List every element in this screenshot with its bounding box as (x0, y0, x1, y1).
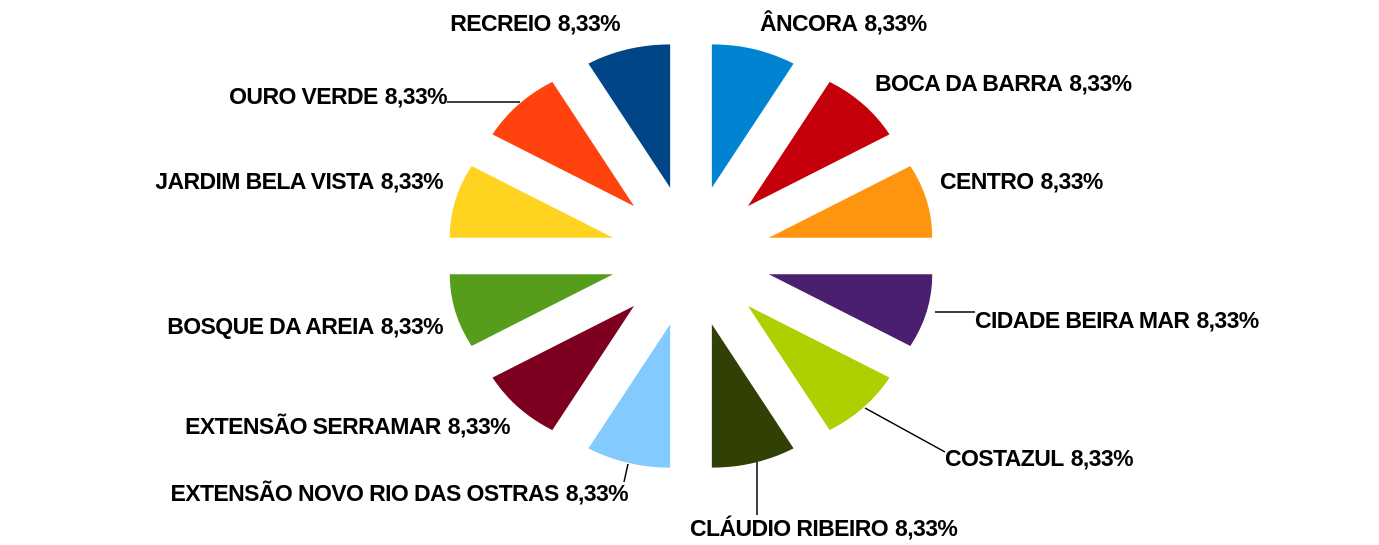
value-label: 8,33% (1041, 168, 1103, 194)
pie-slice (768, 166, 933, 238)
value-label: 8,33% (381, 313, 443, 339)
pie-slice (588, 324, 671, 468)
slice-label: BOSQUE DA AREIA 8,33% (167, 313, 443, 339)
slice-label: COSTAZUL 8,33% (945, 445, 1133, 471)
pie-slice (768, 274, 933, 346)
pie-slice (747, 305, 890, 431)
value-label: 8,33% (385, 83, 447, 109)
category-name: EXTENSÃO NOVO RIO DAS OSTRAS (170, 479, 559, 506)
value-label: 8,33% (381, 168, 443, 194)
category-name: RECREIO (450, 10, 551, 36)
category-name: CLÁUDIO RIBEIRO (690, 514, 888, 541)
leader-line (623, 463, 629, 483)
slice-label: CLÁUDIO RIBEIRO 8,33% (690, 514, 957, 541)
value-label: 8,33% (566, 480, 628, 506)
category-name: COSTAZUL (945, 445, 1064, 471)
category-name: CENTRO (940, 168, 1034, 194)
category-name: EXTENSÃO SERRAMAR (185, 412, 442, 439)
pie-slice (449, 166, 614, 238)
pie-slice (449, 274, 614, 346)
value-label: 8,33% (1069, 70, 1131, 96)
slice-label: EXTENSÃO NOVO RIO DAS OSTRAS 8,33% (170, 479, 628, 506)
pie-slice (492, 305, 635, 431)
slice-label: JARDIM BELA VISTA 8,33% (155, 168, 443, 194)
pie-slice (492, 81, 635, 207)
slice-label: RECREIO 8,33% (450, 10, 620, 36)
category-name: JARDIM BELA VISTA (155, 168, 374, 194)
value-label: 8,33% (1071, 445, 1133, 471)
slice-label: CENTRO 8,33% (940, 168, 1103, 194)
slice-label: BOCA DA BARRA 8,33% (875, 70, 1132, 96)
category-name: BOSQUE DA AREIA (167, 313, 374, 339)
category-name: OURO VERDE (229, 83, 378, 109)
pie-slice (711, 44, 794, 188)
value-label: 8,33% (864, 10, 926, 36)
pie-slice (588, 44, 671, 188)
slice-label: OURO VERDE 8,33% (229, 83, 447, 109)
slice-label: ÂNCORA 8,33% (760, 9, 927, 36)
category-name: BOCA DA BARRA (875, 70, 1062, 96)
category-name: ÂNCORA (760, 9, 857, 36)
value-label: 8,33% (895, 515, 957, 541)
pie-slice (747, 81, 890, 207)
category-name: CIDADE BEIRA MAR (975, 307, 1190, 333)
leader-line (864, 407, 946, 453)
value-label: 8,33% (448, 413, 510, 439)
pie-slice (711, 324, 794, 468)
value-label: 8,33% (558, 10, 620, 36)
slice-label: CIDADE BEIRA MAR 8,33% (975, 307, 1259, 333)
value-label: 8,33% (1196, 307, 1258, 333)
slice-label: EXTENSÃO SERRAMAR 8,33% (185, 412, 510, 439)
